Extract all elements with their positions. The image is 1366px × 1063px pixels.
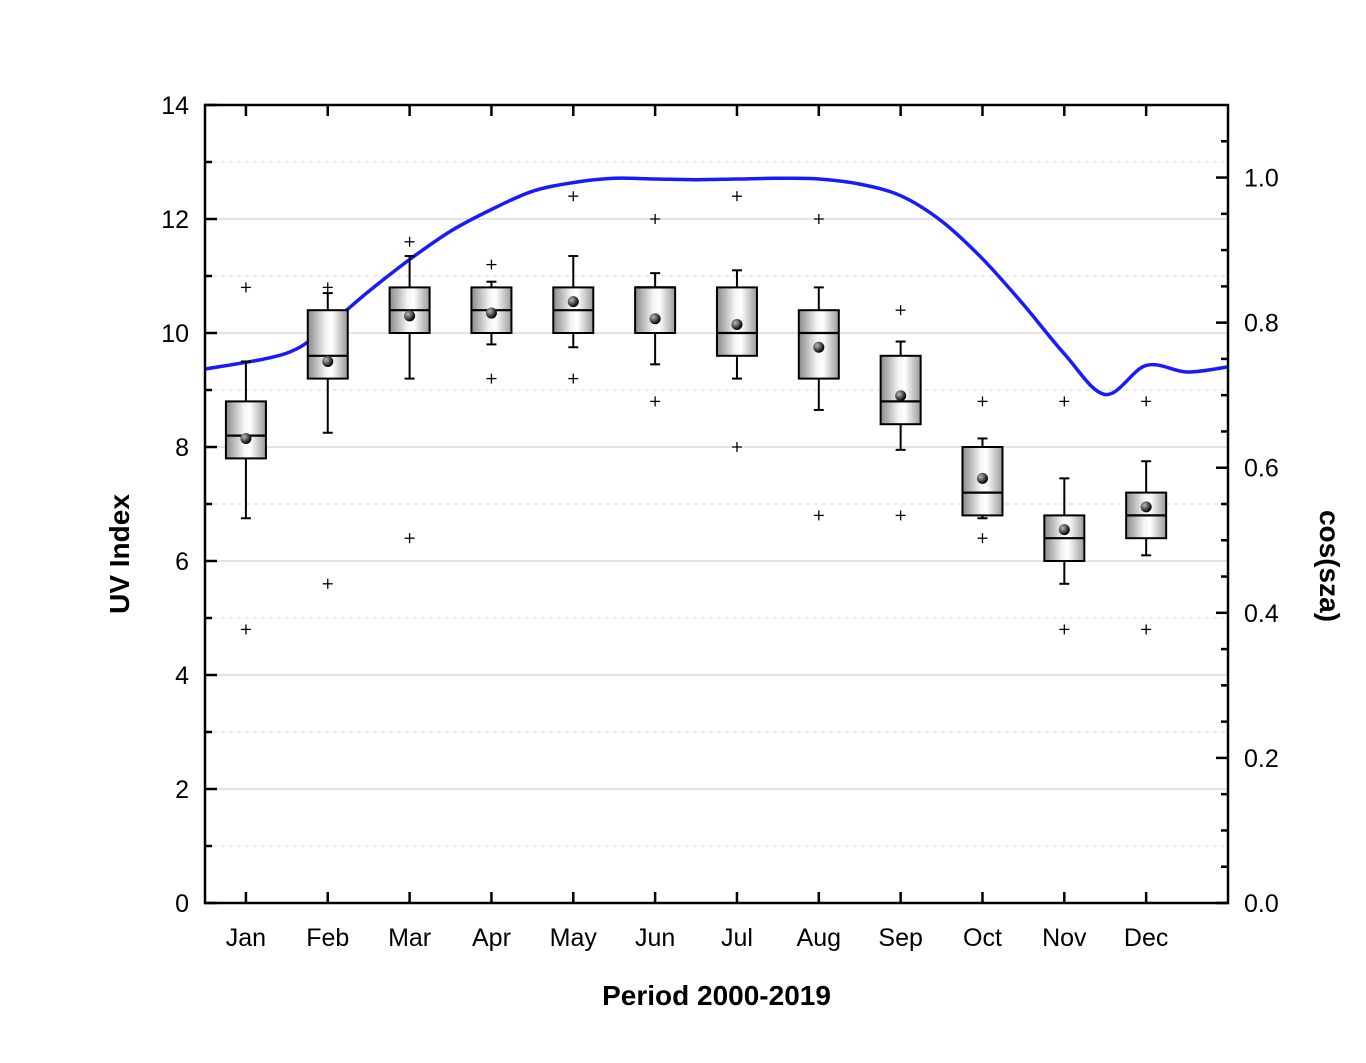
y-tick-label: 4 <box>175 662 189 690</box>
box-plot-jul <box>715 191 758 452</box>
x-tick-label: Nov <box>1042 924 1087 952</box>
mean-marker <box>649 313 661 325</box>
y2-axis-title: cos(sza) <box>1314 510 1345 622</box>
box-plot-aug <box>797 214 840 521</box>
box-plot-jan <box>224 282 267 635</box>
x-tick-label: Apr <box>472 924 511 952</box>
y-tick-label: 10 <box>161 320 189 348</box>
axis-ticks <box>205 103 1228 905</box>
y-tick-label: 14 <box>161 92 189 120</box>
y2-tick-label: 0.6 <box>1244 455 1279 483</box>
mean-marker <box>731 318 743 330</box>
x-tick-label: Dec <box>1124 924 1168 952</box>
x-tick-label: Sep <box>878 924 922 952</box>
x-tick-label: Mar <box>388 924 431 952</box>
mean-marker <box>322 356 334 367</box>
y2-tick-label: 1.0 <box>1244 165 1279 193</box>
mean-marker <box>813 341 825 353</box>
x-tick-label: Jul <box>721 924 753 952</box>
y2-tick-label: 0.2 <box>1244 745 1279 773</box>
mean-marker <box>404 310 416 322</box>
y2-tick-label: 0.0 <box>1244 890 1279 918</box>
y-axis-title: UV Index <box>104 494 135 614</box>
mean-marker <box>976 472 988 484</box>
mean-marker <box>1140 501 1152 513</box>
grid-lines <box>205 161 1228 847</box>
y-tick-label: 8 <box>175 434 189 462</box>
cos-sza-curve-layer <box>204 176 1229 397</box>
box-plot-sep <box>879 305 922 521</box>
box-plot-jun <box>634 214 677 407</box>
y-tick-label: 6 <box>175 548 189 576</box>
box-plot-nov <box>1043 396 1086 635</box>
mean-marker <box>567 296 579 308</box>
iqr-box <box>879 354 922 426</box>
x-tick-label: Jan <box>226 924 266 952</box>
mean-marker <box>895 390 907 402</box>
mean-marker <box>485 307 497 319</box>
box-plot-apr <box>470 259 513 384</box>
box-plot-oct <box>961 396 1004 544</box>
box-plot-mar <box>388 236 431 544</box>
iqr-box <box>634 286 677 334</box>
y2-tick-label: 0.8 <box>1244 310 1279 338</box>
box-plots <box>224 191 1168 635</box>
iqr-box <box>306 309 349 380</box>
x-axis-title: Period 2000-2019 <box>602 980 831 1011</box>
box-plot-dec <box>1125 396 1168 635</box>
mean-marker <box>1058 524 1070 536</box>
mean-marker <box>240 432 252 444</box>
cos-sza-curve <box>204 176 1229 397</box>
tick-labels: 0 2 4 6 8 10 12 14 0.0 0.2 0.4 0.6 0.8 1.0 Jan Feb Mar Ap… <box>161 92 1279 952</box>
y-tick-label: 12 <box>161 206 189 234</box>
x-tick-label: May <box>550 924 598 952</box>
x-tick-label: Oct <box>963 924 1002 952</box>
x-tick-label: Jun <box>635 924 675 952</box>
y-tick-label: 2 <box>175 776 189 804</box>
iqr-box <box>224 400 267 460</box>
box-plot-may <box>552 191 595 384</box>
y-tick-label: 0 <box>175 890 189 918</box>
x-tick-label: Feb <box>306 924 349 952</box>
box-plot-feb <box>306 282 349 589</box>
x-tick-label: Aug <box>797 924 841 952</box>
y2-tick-label: 0.4 <box>1244 600 1279 628</box>
